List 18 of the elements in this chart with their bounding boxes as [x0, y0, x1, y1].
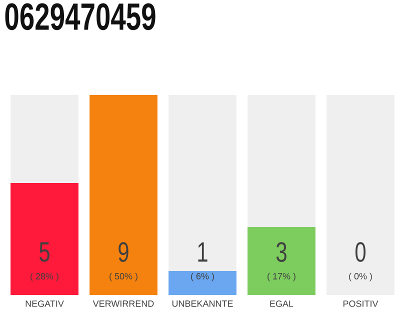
data-label: ( 6% ) — [191, 272, 214, 282]
annotation: 1 — [198, 242, 208, 262]
data-label: ( 0% ) — [349, 272, 372, 282]
bar — [168, 271, 236, 296]
chart-title: 0629470459 — [5, 3, 156, 30]
x-tick-label: UNBEKANNTE — [172, 300, 233, 307]
x-tick-label: NEGATIV — [26, 300, 64, 307]
annotation: 3 — [276, 242, 286, 262]
data-label: ( 50% ) — [110, 272, 138, 282]
annotation: 5 — [40, 242, 50, 262]
annotation: 0 — [355, 242, 366, 262]
bar — [90, 95, 158, 296]
x-tick-label: VERWIRREND — [92, 300, 154, 307]
x-tick-label: EGAL — [270, 300, 294, 307]
data-label: ( 17% ) — [268, 272, 296, 282]
annotation: 9 — [118, 242, 128, 262]
x-tick-label: POSITIV — [343, 300, 378, 307]
data-label: ( 28% ) — [30, 272, 58, 282]
